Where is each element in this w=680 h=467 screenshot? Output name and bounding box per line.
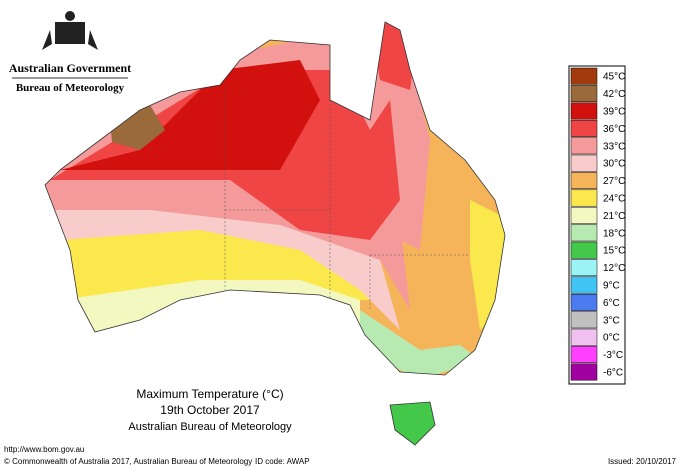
legend-label: 0°C [603,333,620,344]
legend-label: 6°C [603,298,620,309]
legend-swatch [570,276,598,294]
crest [42,11,98,50]
legend-label: 24°C [603,194,625,205]
legend-label: 36°C [603,124,625,135]
id-code: ID code: AWAP [255,457,310,466]
legend-swatch [570,137,598,155]
legend-label: 30°C [603,159,625,170]
legend-swatch [570,328,598,346]
legend-swatch [570,67,598,85]
legend-swatch [570,259,598,277]
url: http://www.bom.gov.au [4,445,84,454]
map-date: 19th October 2017 [160,403,260,417]
legend-label: -6°C [603,368,623,379]
state-borders [224,85,470,310]
legend-swatch [570,119,598,137]
legend-label: 45°C [603,72,625,83]
legend-swatch [570,346,598,364]
legend: 45°C 42°C 39°C 36°C 33°C 30°C 27°C 24°C 21°C 18°C… [570,67,625,381]
legend-swatch [570,102,598,120]
legend-label: 21°C [603,211,625,222]
legend-label: 9°C [603,281,620,292]
legend-swatch [570,363,598,381]
legend-label: 42°C [603,89,625,100]
legend-swatch [570,241,598,259]
legend-swatch [570,189,598,207]
legend-label: -3°C [603,350,623,361]
copyright: © Commonwealth of Australia 2017, Austra… [4,457,252,466]
map-title: Maximum Temperature (°C) [136,387,283,401]
legend-label: 27°C [603,176,625,187]
tasmania [389,401,436,446]
legend-label: 33°C [603,141,625,152]
legend-swatch [570,172,598,190]
agency: Bureau of Meteorology [16,82,125,94]
legend-swatch [570,224,598,242]
map-source: Australian Bureau of Meteorology [128,421,292,433]
legend-swatch [570,293,598,311]
government: Australian Government [9,61,131,75]
coastline [44,21,506,376]
legend-label: 3°C [603,315,620,326]
legend-swatch [570,85,598,103]
legend-swatch [570,206,598,224]
legend-label: 15°C [603,246,625,257]
legend-label: 39°C [603,107,625,118]
legend-label: 18°C [603,228,625,239]
legend-swatch [570,154,598,172]
issued: Issued: 20/10/2017 [608,457,677,466]
legend-swatch [570,311,598,329]
crest-shield [55,22,85,44]
crest-star [65,11,75,21]
legend-label: 12°C [603,263,625,274]
